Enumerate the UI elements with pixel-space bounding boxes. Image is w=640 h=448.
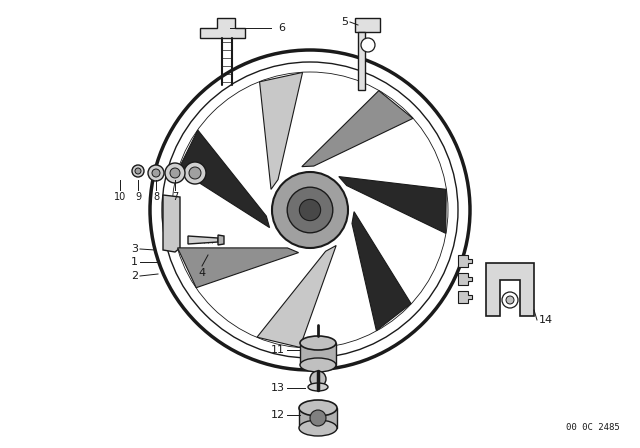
Circle shape <box>287 187 333 233</box>
Polygon shape <box>458 273 472 285</box>
Circle shape <box>135 168 141 174</box>
Polygon shape <box>302 90 413 167</box>
Ellipse shape <box>308 383 328 391</box>
Text: 4: 4 <box>198 268 205 278</box>
Circle shape <box>361 38 375 52</box>
Circle shape <box>184 162 206 184</box>
Ellipse shape <box>300 336 336 350</box>
Text: 2: 2 <box>131 271 138 281</box>
Polygon shape <box>260 73 303 190</box>
Ellipse shape <box>299 420 337 436</box>
Circle shape <box>170 168 180 178</box>
Text: 3: 3 <box>131 244 138 254</box>
Polygon shape <box>358 32 365 90</box>
Text: 00 0C 2485: 00 0C 2485 <box>566 423 620 432</box>
Polygon shape <box>458 291 472 303</box>
Text: 10: 10 <box>114 192 126 202</box>
Circle shape <box>506 296 514 304</box>
Circle shape <box>502 292 518 308</box>
Polygon shape <box>188 236 218 244</box>
Polygon shape <box>300 343 336 365</box>
Text: 9: 9 <box>135 192 141 202</box>
Polygon shape <box>299 408 337 428</box>
Circle shape <box>152 169 160 177</box>
Text: 5: 5 <box>341 17 348 27</box>
Circle shape <box>310 410 326 426</box>
Ellipse shape <box>299 400 337 416</box>
Text: 6: 6 <box>278 23 285 33</box>
Ellipse shape <box>300 358 336 372</box>
Polygon shape <box>355 18 380 32</box>
Text: 1: 1 <box>131 257 138 267</box>
Text: 8: 8 <box>153 192 159 202</box>
Polygon shape <box>486 263 534 316</box>
Text: 11: 11 <box>271 345 285 355</box>
Circle shape <box>300 199 321 220</box>
Polygon shape <box>339 177 446 233</box>
Circle shape <box>132 165 144 177</box>
Circle shape <box>189 167 201 179</box>
Text: 14: 14 <box>539 315 553 325</box>
Polygon shape <box>200 18 245 38</box>
Polygon shape <box>352 211 411 331</box>
Text: 7: 7 <box>172 192 178 202</box>
Text: 13: 13 <box>271 383 285 393</box>
Circle shape <box>148 165 164 181</box>
Text: 12: 12 <box>271 410 285 420</box>
Circle shape <box>310 371 326 387</box>
Polygon shape <box>458 255 472 267</box>
Polygon shape <box>218 235 224 245</box>
Polygon shape <box>163 195 180 252</box>
Circle shape <box>165 163 185 183</box>
Circle shape <box>272 172 348 248</box>
Polygon shape <box>257 246 336 347</box>
Polygon shape <box>179 130 269 228</box>
Polygon shape <box>177 248 298 288</box>
